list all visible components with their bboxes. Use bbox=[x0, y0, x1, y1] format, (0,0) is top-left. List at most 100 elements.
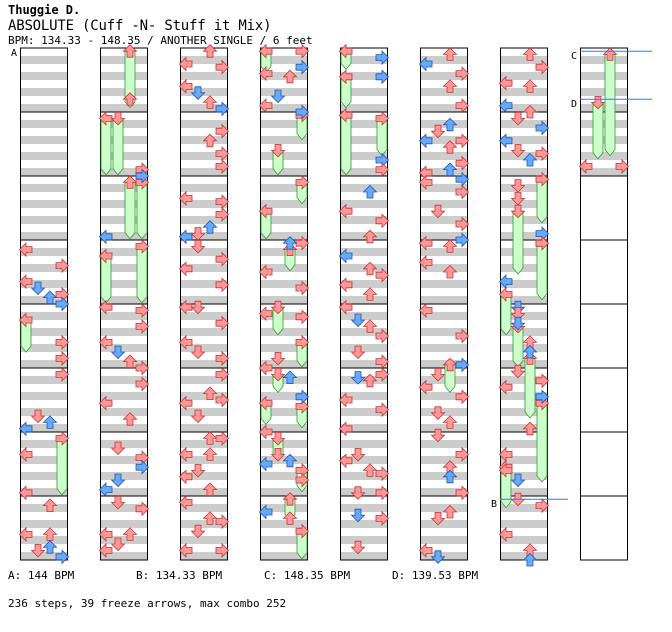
measure-bg bbox=[580, 496, 628, 560]
step-arrow-left-icon bbox=[338, 277, 353, 293]
beat-stripe bbox=[420, 184, 468, 192]
beat-stripe bbox=[260, 232, 308, 240]
step-arrow-left-icon bbox=[258, 66, 273, 82]
beat-stripe bbox=[100, 520, 148, 528]
step-arrow-left-icon bbox=[98, 395, 113, 411]
beat-stripe bbox=[500, 360, 548, 368]
beat-stripe bbox=[180, 392, 228, 400]
step-arrow-down-icon bbox=[190, 345, 206, 360]
beat-stripe bbox=[500, 440, 548, 448]
beat-stripe bbox=[500, 408, 548, 416]
beat-stripe bbox=[20, 200, 68, 208]
beat-stripe bbox=[340, 248, 388, 256]
beat-stripe bbox=[500, 248, 548, 256]
step-arrow-down-icon bbox=[350, 345, 366, 360]
step-arrow-right-icon bbox=[615, 158, 630, 174]
beat-stripe bbox=[260, 296, 308, 304]
step-arrow-down-icon bbox=[110, 495, 126, 510]
beat-stripe bbox=[260, 312, 308, 320]
beat-stripe bbox=[500, 376, 548, 384]
beat-stripe bbox=[180, 440, 228, 448]
step-arrow-down-icon bbox=[30, 409, 46, 424]
step-arrow-up-icon bbox=[442, 415, 458, 429]
beat-stripe bbox=[420, 408, 468, 416]
beat-stripe bbox=[180, 472, 228, 480]
beat-stripe bbox=[100, 120, 148, 128]
beat-stripe bbox=[420, 440, 468, 448]
freeze-arrow-right bbox=[136, 246, 148, 304]
beat-stripe bbox=[260, 392, 308, 400]
step-arrow-down-icon bbox=[510, 191, 526, 206]
bpm-marker-label: C bbox=[571, 51, 577, 62]
freeze-head-up-icon bbox=[602, 47, 618, 61]
beat-stripe bbox=[420, 152, 468, 160]
step-arrow-left-icon bbox=[178, 229, 193, 245]
freeze-head-left-icon bbox=[258, 203, 273, 219]
step-arrow-left-icon bbox=[98, 299, 113, 315]
beat-stripe bbox=[500, 472, 548, 480]
beat-stripe bbox=[100, 488, 148, 496]
step-arrow-right-icon bbox=[135, 459, 150, 475]
beat-stripe bbox=[180, 120, 228, 128]
beat-stripe bbox=[100, 104, 148, 112]
beat-stripe bbox=[260, 56, 308, 64]
step-arrow-down-icon bbox=[430, 406, 446, 420]
step-arrow-right-icon bbox=[295, 59, 310, 75]
beat-stripe bbox=[260, 280, 308, 288]
step-arrow-up-icon bbox=[362, 287, 378, 301]
beat-stripe bbox=[420, 536, 468, 544]
step-arrow-right-icon bbox=[215, 101, 230, 117]
beat-stripe bbox=[180, 104, 228, 112]
beat-stripe bbox=[260, 264, 308, 272]
beat-stripe bbox=[500, 56, 548, 64]
step-arrow-left-icon bbox=[178, 494, 193, 510]
beat-stripe bbox=[340, 328, 388, 336]
step-arrow-down-icon bbox=[270, 447, 286, 462]
beat-stripe bbox=[500, 456, 548, 464]
freeze-arrow-down bbox=[112, 118, 124, 176]
beat-stripe bbox=[420, 216, 468, 224]
chart-column-border bbox=[580, 47, 628, 561]
beat-stripe bbox=[100, 232, 148, 240]
freeze-head-right-icon bbox=[55, 430, 70, 446]
step-arrow-left-icon bbox=[498, 526, 513, 542]
step-arrow-up-icon bbox=[282, 69, 298, 84]
beat-stripe bbox=[340, 184, 388, 192]
beat-stripe bbox=[420, 56, 468, 64]
beat-stripe bbox=[580, 136, 628, 144]
step-arrow-down-icon bbox=[350, 447, 366, 462]
beat-stripe bbox=[100, 472, 148, 480]
beat-stripe bbox=[100, 328, 148, 336]
step-arrow-up-icon bbox=[122, 354, 138, 369]
beat-stripe bbox=[180, 376, 228, 384]
step-arrow-left-icon bbox=[98, 334, 113, 350]
beat-stripe bbox=[260, 536, 308, 544]
beat-stripe bbox=[100, 376, 148, 384]
beat-stripe bbox=[20, 360, 68, 368]
beat-stripe bbox=[340, 120, 388, 128]
beat-stripe bbox=[180, 344, 228, 352]
beat-stripe bbox=[340, 296, 388, 304]
step-arrow-left-icon bbox=[418, 379, 433, 395]
beat-stripe bbox=[340, 440, 388, 448]
beat-stripe bbox=[260, 328, 308, 336]
step-arrow-right-icon bbox=[455, 446, 470, 462]
step-arrow-right-icon bbox=[375, 466, 390, 482]
bpm-legend-d: D: 139.53 BPM bbox=[392, 569, 479, 582]
beat-stripe bbox=[260, 88, 308, 96]
step-arrow-up-icon bbox=[42, 290, 58, 305]
beat-stripe bbox=[20, 440, 68, 448]
beat-stripe bbox=[420, 456, 468, 464]
chart-column-border bbox=[180, 47, 228, 561]
beat-stripe bbox=[340, 280, 388, 288]
beat-stripe bbox=[500, 488, 548, 496]
song-artist: Thuggie D. bbox=[8, 3, 81, 17]
beat-stripe bbox=[420, 232, 468, 240]
beat-stripe bbox=[500, 392, 548, 400]
beat-stripe bbox=[20, 248, 68, 256]
step-arrow-left-icon bbox=[418, 254, 433, 270]
freeze-head-left-icon bbox=[98, 248, 113, 264]
step-arrow-left-icon bbox=[258, 264, 273, 280]
beat-stripe bbox=[340, 136, 388, 144]
step-arrow-down-icon bbox=[430, 512, 446, 526]
